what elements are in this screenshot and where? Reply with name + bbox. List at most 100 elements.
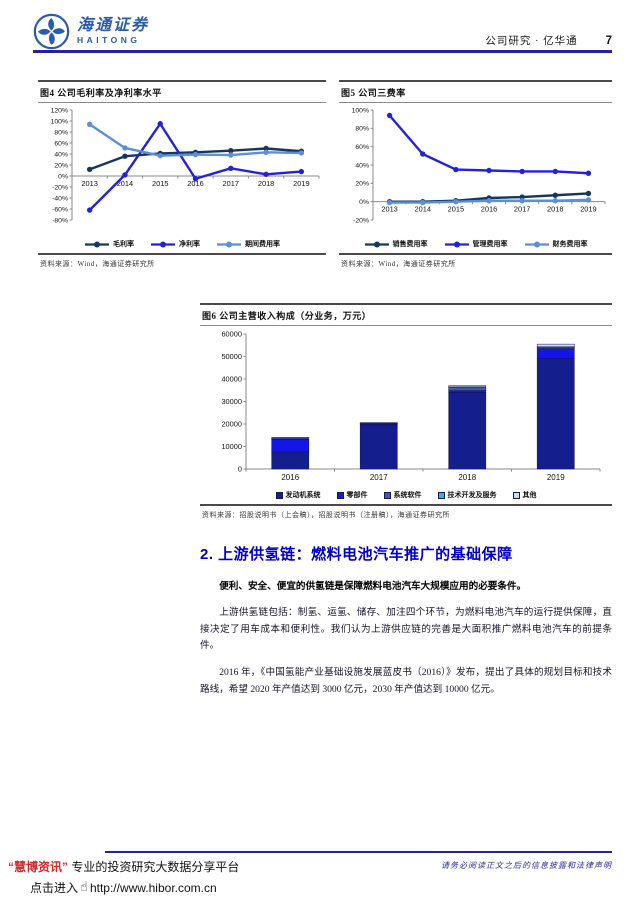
figures-row: 图4 公司毛利率及净利率水平 120% 100% 80% 60% 40% 20% 0% -20…: [38, 80, 612, 269]
svg-text:-60%: -60%: [52, 206, 68, 213]
report-category: 公司研究 · 亿华通: [485, 36, 578, 47]
svg-text:-40%: -40%: [52, 195, 68, 202]
legend-label: 零部件: [346, 491, 368, 499]
footer-disclaimer: 请务必阅读正文之后的信息披露和法律声明: [441, 861, 612, 870]
svg-text:100%: 100%: [352, 107, 369, 114]
legend-label: 技术开发及服务: [447, 491, 497, 499]
legend-line-marker-icon: [217, 241, 241, 247]
svg-text:100%: 100%: [51, 118, 68, 125]
pointer-hand-icon: ☝: [80, 880, 88, 895]
legend-label: 其他: [522, 491, 537, 499]
svg-text:-80%: -80%: [52, 217, 68, 224]
figure-6-title: 图6 公司主营收入构成（分业务，万元）: [200, 303, 612, 326]
header-divider: [33, 50, 612, 53]
section-2: 2. 上游供氢链：燃料电池汽车推广的基础保障 便利、安全、便宜的供氢链是保障燃料…: [200, 543, 612, 698]
figure-4-title: 图4 公司毛利率及净利率水平: [38, 80, 326, 103]
svg-text:0: 0: [238, 465, 242, 474]
legend-square-marker-icon: [512, 491, 520, 499]
legend-label: 期间费用率: [245, 240, 280, 248]
legend-item: 零部件: [336, 490, 368, 500]
legend-item: 技术开发及服务: [437, 490, 497, 500]
section-paragraph-2: 2016 年，《中国氢能产业基础设施发展蓝皮书（2016）》发布，提出了具体的规…: [200, 667, 612, 695]
svg-text:2018: 2018: [458, 473, 476, 482]
legend-label: 财务费用率: [552, 240, 588, 248]
legend-square-marker-icon: [275, 491, 283, 499]
svg-text:0%: 0%: [58, 173, 68, 180]
hibor-link-line: 点击进入 ☝ http://www.hibor.com.cn: [30, 879, 239, 896]
svg-text:20000: 20000: [221, 420, 242, 429]
svg-text:2019: 2019: [580, 205, 596, 214]
svg-text:2017: 2017: [514, 205, 530, 214]
legend-label: 发动机系统: [285, 491, 321, 499]
svg-text:2013: 2013: [81, 179, 97, 188]
svg-text:40000: 40000: [221, 375, 242, 384]
footer-divider: [105, 851, 612, 853]
legend-item: 财务费用率: [524, 239, 588, 249]
click-enter-label[interactable]: 点击进入: [30, 881, 79, 895]
brand-name-en: HAITONG: [77, 35, 141, 46]
svg-text:2018: 2018: [258, 179, 274, 188]
legend-item: 毛利率: [84, 239, 134, 249]
figure-4-chart: 120% 100% 80% 60% 40% 20% 0% -20% -40% -60% -80% 20…: [51, 107, 320, 224]
legend-line-marker-icon: [85, 241, 109, 247]
legend-label: 管理费用率: [472, 240, 508, 248]
figure-6: 图6 公司主营收入构成（分业务，万元） 60000 50000 40000 30000…: [200, 303, 612, 520]
figure-6-chart: 60000 50000 40000 30000 20000 10000 0 2016 2017 2…: [221, 330, 601, 482]
figure-5-source: 资料来源：Wind，海通证券研究所: [339, 253, 612, 269]
page-number: 7: [605, 35, 612, 47]
legend-item: 期间费用率: [216, 239, 280, 249]
svg-text:2015: 2015: [152, 179, 168, 188]
section-paragraph-1: 上游供氢链包括：制氢、运氢、储存、加注四个环节，为燃料电池汽车的运行提供保障，直…: [200, 607, 612, 651]
figure-5-title: 图5 公司三费率: [339, 80, 612, 103]
figure-5: 图5 公司三费率 100% 80% 60% 40% 20% 0% -20% 2013 2014 2…: [339, 80, 612, 269]
svg-text:2018: 2018: [547, 205, 563, 214]
legend-item: 管理费用率: [444, 239, 508, 249]
legend-line-marker-icon: [524, 241, 549, 247]
legend-item: 销售费用率: [364, 239, 428, 249]
svg-text:2017: 2017: [370, 473, 388, 482]
svg-text:60000: 60000: [221, 330, 242, 339]
brand-text: 海通证券 HAITONG: [77, 18, 149, 45]
footer-hibor: “慧博资讯” 专业的投资研究大数据分享平台 点击进入 ☝ http://www.…: [8, 858, 239, 896]
figure-5-legend: 销售费用率 管理费用率 财务费用率: [339, 239, 612, 249]
legend-label: 系统软件: [393, 491, 422, 499]
figure-4-legend: 毛利率 净利率 期间费用率: [38, 239, 326, 249]
svg-text:2014: 2014: [117, 179, 133, 188]
svg-text:30000: 30000: [221, 397, 242, 406]
hibor-url-link[interactable]: http://www.hibor.com.cn: [89, 880, 217, 895]
svg-text:2019: 2019: [293, 179, 309, 188]
svg-text:2013: 2013: [381, 205, 397, 214]
hibor-tagline: 专业的投资研究大数据分享平台: [68, 860, 240, 874]
svg-text:2016: 2016: [187, 179, 203, 188]
figure-6-source: 资料来源：招股说明书（上会稿），招股说明书（注册稿），海通证券研究所: [200, 504, 612, 520]
svg-text:20%: 20%: [54, 162, 68, 169]
legend-line-marker-icon: [151, 241, 175, 247]
svg-text:2014: 2014: [414, 205, 430, 214]
svg-text:120%: 120%: [51, 107, 68, 114]
svg-text:0%: 0%: [359, 199, 369, 206]
legend-square-marker-icon: [383, 491, 391, 499]
svg-text:50000: 50000: [221, 352, 242, 361]
svg-text:2016: 2016: [481, 205, 497, 214]
header-right: 公司研究 · 亿华通 7: [485, 33, 612, 50]
legend-item: 系统软件: [383, 490, 422, 500]
svg-text:10000: 10000: [221, 442, 242, 451]
section-lead-sentence: 便利、安全、便宜的供氢链是保障燃料电池汽车大规模应用的必要条件。: [219, 581, 527, 592]
svg-text:2019: 2019: [547, 473, 565, 482]
brand-name-cn: 海通证券: [77, 17, 150, 35]
figure-4: 图4 公司毛利率及净利率水平 120% 100% 80% 60% 40% 20% 0% -20…: [38, 80, 326, 269]
legend-label: 净利率: [179, 240, 200, 248]
legend-line-marker-icon: [364, 241, 389, 247]
svg-text:20%: 20%: [355, 181, 369, 188]
svg-text:40%: 40%: [355, 162, 369, 169]
haitong-logo-icon: [33, 13, 70, 50]
legend-item: 其他: [512, 490, 537, 500]
page-header: 海通证券 HAITONG 公司研究 · 亿华通 7: [33, 8, 612, 50]
figure-4-source: 资料来源：Wind，海通证券研究所: [38, 253, 326, 269]
legend-label: 毛利率: [113, 240, 134, 248]
legend-item: 发动机系统: [275, 490, 321, 500]
svg-text:-20%: -20%: [353, 217, 369, 224]
svg-text:2015: 2015: [448, 205, 464, 214]
section-heading: 2. 上游供氢链：燃料电池汽车推广的基础保障: [200, 546, 513, 563]
svg-text:-20%: -20%: [52, 184, 68, 191]
